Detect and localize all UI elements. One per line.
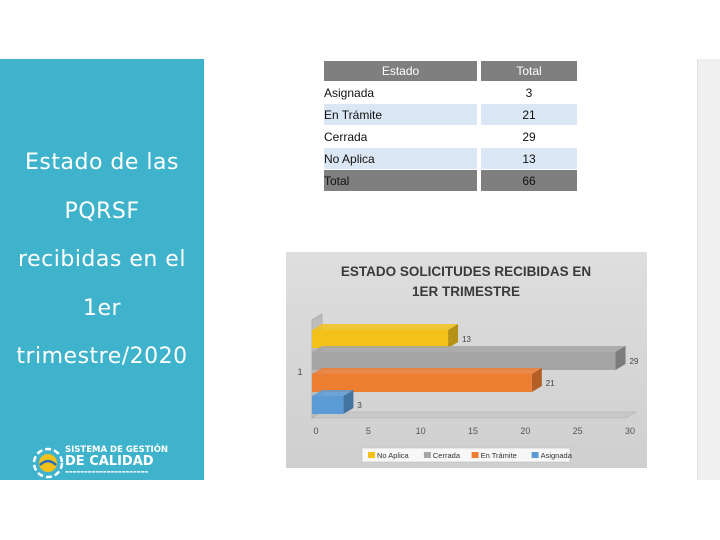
cell-estado: Asignada xyxy=(324,81,477,104)
chart-floor xyxy=(310,411,638,419)
title-line: recibidas en el xyxy=(18,247,186,272)
cell-total: 21 xyxy=(481,103,577,126)
data-label: 21 xyxy=(546,379,555,388)
bar xyxy=(312,374,532,392)
x-tick-label: 15 xyxy=(468,426,478,436)
data-label: 13 xyxy=(462,335,471,344)
table-row: Cerrada 29 xyxy=(324,125,577,148)
sidebar-panel: Estado de las PQRSF recibidas en el 1er … xyxy=(0,59,204,480)
legend-swatch xyxy=(531,452,539,458)
logo-text-line1: SISTEMA DE GESTIÓN xyxy=(65,445,169,455)
title-line: trimestre/2020 xyxy=(16,344,188,369)
title-line: 1er xyxy=(82,295,122,321)
chart-area: ESTADO SOLICITUDES RECIBIDAS EN 1ER TRIME… xyxy=(286,252,647,468)
chart-title: ESTADO SOLICITUDES RECIBIDAS EN xyxy=(341,264,591,279)
bar-end-face xyxy=(531,368,542,392)
cell-estado: En Trámite xyxy=(324,103,477,126)
table-row: Asignada 3 xyxy=(324,81,577,104)
title-line: PQRSF xyxy=(64,198,140,224)
legend-item: Asignada xyxy=(541,451,573,460)
bar-end-face xyxy=(448,324,459,348)
legend-item: Cerrada xyxy=(433,451,461,460)
quality-system-logo: SISTEMA DE GESTIÓN DE CALIDAD ▬▬▬▬▬▬▬▬▬▬… xyxy=(32,445,182,481)
legend-box xyxy=(361,447,571,463)
table-header-row: Estado Total xyxy=(324,61,577,82)
x-tick-label: 10 xyxy=(416,426,426,436)
category-label: 1 xyxy=(297,367,302,377)
legend-swatch xyxy=(368,452,375,458)
side-scroll-strip xyxy=(697,59,720,480)
title-line: Estado de las xyxy=(25,150,179,175)
bar-top-face xyxy=(312,390,354,396)
x-tick-label: 30 xyxy=(625,426,635,436)
cell-total: 29 xyxy=(481,125,577,148)
bar-top-face xyxy=(312,324,459,330)
cell-total-sum: 66 xyxy=(481,169,577,192)
bar xyxy=(312,396,344,414)
bar-chart: ESTADO SOLICITUDES RECIBIDAS EN 1ER TRIME… xyxy=(297,264,639,463)
cell-total: 3 xyxy=(481,81,577,104)
logo-fineprint: ▬▬▬▬▬▬▬▬▬▬▬▬▬▬▬▬▬▬▬▬▬▬ xyxy=(65,469,149,474)
table-row: No Aplica 13 xyxy=(324,147,577,170)
table-row: En Trámite 21 xyxy=(324,103,577,126)
cell-total: 13 xyxy=(481,147,577,170)
legend-item: En Trámite xyxy=(481,451,517,460)
cell-estado-total: Total xyxy=(324,169,477,192)
status-table: Estado Total Asignada 3 En Trámite 21 Ce… xyxy=(324,61,577,192)
legend-swatch xyxy=(471,452,479,458)
quality-system-logo-icon xyxy=(32,447,64,479)
bar xyxy=(312,352,616,370)
legend-item: No Aplica xyxy=(377,451,410,460)
column-header-total: Total xyxy=(481,61,577,82)
x-tick-label: 25 xyxy=(573,426,583,436)
bar-end-face xyxy=(615,346,626,370)
x-tick-label: 5 xyxy=(366,426,371,436)
cell-estado: Cerrada xyxy=(324,125,477,148)
data-label: 3 xyxy=(357,401,362,410)
bar-top-face xyxy=(312,368,542,374)
bar xyxy=(312,330,449,348)
data-label: 29 xyxy=(630,357,639,366)
column-header-estado: Estado xyxy=(324,61,477,82)
cell-estado: No Aplica xyxy=(324,147,477,170)
table-total-row: Total 66 xyxy=(324,169,577,192)
bar-end-face xyxy=(343,390,354,414)
slide-title: Estado de las PQRSF recibidas en el 1er … xyxy=(0,139,204,382)
x-tick-label: 0 xyxy=(313,426,318,436)
chart-title: 1ER TRIMESTRE xyxy=(412,284,520,299)
legend-swatch xyxy=(423,452,431,458)
logo-text-line2: DE CALIDAD xyxy=(65,454,154,469)
bar-top-face xyxy=(312,346,626,352)
x-tick-label: 20 xyxy=(520,426,530,436)
